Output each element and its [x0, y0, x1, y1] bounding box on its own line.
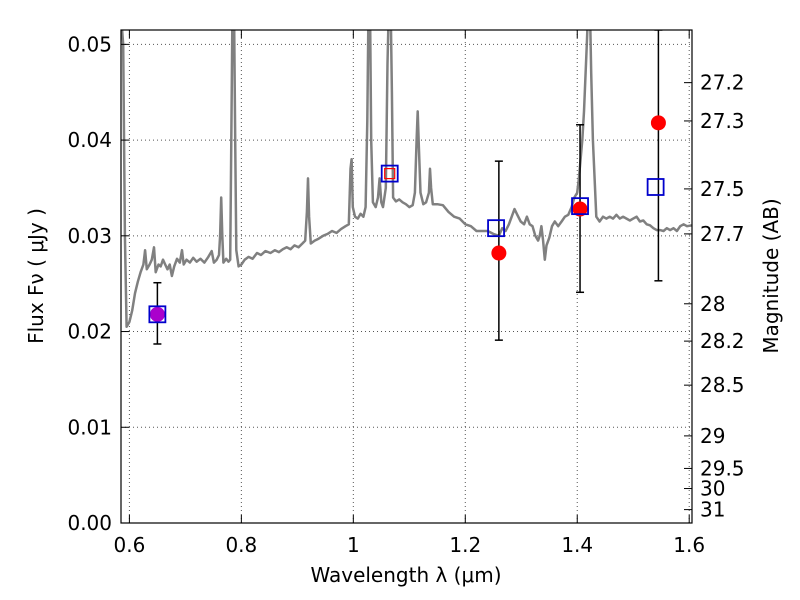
- spectrum-line: [121, 30, 692, 329]
- y-tick-label: 0.05: [67, 32, 112, 56]
- tick-label-layer: 0.6 0.8 1 1.2 1.4 1.6 0.00 0.01 0.02 0.03 0.04 0.05…: [67, 32, 744, 557]
- plot-frame: [120, 29, 693, 524]
- y2-tick-label: 27.5: [700, 177, 745, 201]
- observed-point: [572, 201, 588, 217]
- x-tick-label: 0.8: [225, 533, 257, 557]
- y2-tick-label: 31: [700, 498, 725, 522]
- y2-axis-label: Magnitude (AB): [759, 198, 783, 353]
- y2-tick-label: 28.5: [700, 373, 745, 397]
- y-tick-label: 0.01: [67, 415, 112, 439]
- x-tick-label: 1.4: [561, 533, 593, 557]
- y2-tick-label: 29.5: [700, 456, 745, 480]
- x-axis-label: Wavelength λ (μm): [310, 563, 501, 587]
- model-square: [380, 164, 399, 183]
- grid-layer: [121, 30, 692, 524]
- observed-point: [650, 115, 666, 131]
- model-square: [487, 219, 505, 238]
- y2-tick-label: 30: [700, 477, 725, 501]
- error-bar: [654, 30, 663, 282]
- model-squares-layer: [148, 164, 665, 324]
- y-tick-label: 0.03: [67, 224, 112, 248]
- x-tick-label: 1.6: [673, 533, 705, 557]
- observed-points-layer: [149, 115, 666, 322]
- y2-tick-label: 28: [700, 292, 725, 316]
- observed-point: [149, 306, 165, 322]
- y-tick-label: 0.02: [67, 320, 112, 344]
- x-tick-label: 1.2: [449, 533, 481, 557]
- model-square-inner: [384, 167, 396, 180]
- y-tick-label: 0.00: [67, 511, 112, 535]
- model-square: [571, 197, 589, 216]
- axes-frame-layer: [120, 29, 693, 524]
- y2-tick-label: 29: [700, 424, 725, 448]
- y-axis-label: Flux Fν ( μJy ): [24, 208, 48, 344]
- spectrum-layer: [121, 30, 692, 329]
- y2-tick-label: 27.2: [700, 71, 745, 95]
- y2-tick-label: 27.7: [700, 222, 745, 246]
- y-tick-label: 0.04: [67, 128, 112, 152]
- model-square: [148, 305, 167, 324]
- observed-point: [491, 245, 507, 261]
- y2-tick-label: 27.3: [700, 109, 745, 133]
- y2-tick-label: 28.2: [700, 329, 745, 353]
- model-square: [646, 178, 665, 196]
- x-tick-label: 0.6: [113, 533, 145, 557]
- x-tick-label: 1: [347, 533, 360, 557]
